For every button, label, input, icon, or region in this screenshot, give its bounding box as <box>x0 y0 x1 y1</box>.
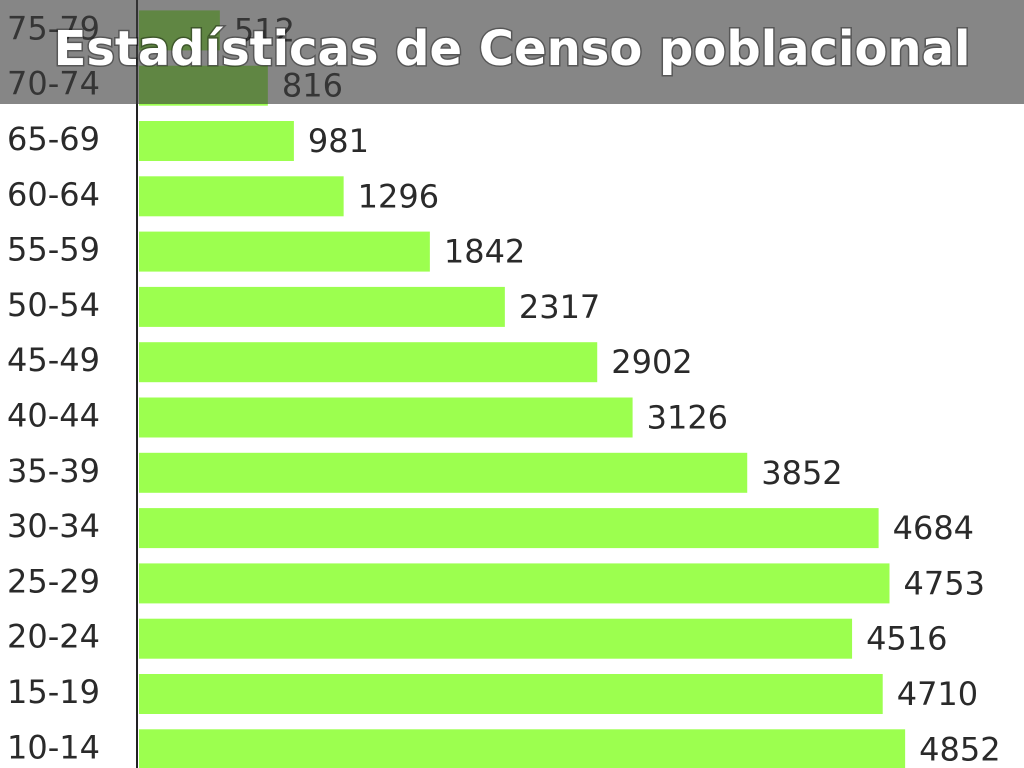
value-label: 2902 <box>611 343 692 381</box>
y-tick-label: 50-54 <box>7 286 100 324</box>
value-label: 1296 <box>358 177 439 215</box>
value-label: 4710 <box>897 675 978 713</box>
bar <box>139 674 883 714</box>
value-label: 1842 <box>444 233 525 271</box>
slide-title: Estadísticas de Censo poblacional <box>54 21 971 77</box>
bar <box>139 231 430 272</box>
y-tick-label: 60-64 <box>7 175 100 213</box>
bar <box>139 618 853 659</box>
title-banner <box>0 0 1024 104</box>
value-label: 4516 <box>866 620 947 658</box>
bar <box>139 563 890 604</box>
value-label: 3126 <box>647 399 728 437</box>
value-label: 3852 <box>761 454 842 492</box>
bar <box>139 452 748 493</box>
y-tick-label: 45-49 <box>7 341 100 379</box>
value-label: 4684 <box>893 509 974 547</box>
bar <box>139 397 633 438</box>
bar <box>139 729 906 768</box>
y-tick-label: 65-69 <box>7 120 100 158</box>
value-label: 2317 <box>519 288 600 326</box>
y-tick-label: 15-19 <box>7 673 100 711</box>
bar <box>139 342 598 383</box>
value-label: 4852 <box>919 730 1000 768</box>
y-tick-label: 55-59 <box>7 231 100 269</box>
bar <box>139 176 344 217</box>
y-tick-label: 30-34 <box>7 507 100 545</box>
y-tick-label: 10-14 <box>7 728 100 766</box>
bar <box>139 508 879 549</box>
bar <box>139 121 294 161</box>
y-tick-label: 40-44 <box>7 397 100 435</box>
value-label: 4753 <box>903 564 984 602</box>
y-tick-label: 20-24 <box>7 618 100 656</box>
bar <box>139 286 505 327</box>
y-tick-label: 25-29 <box>7 562 100 600</box>
value-label: 981 <box>308 122 369 160</box>
y-tick-label: 35-39 <box>7 452 100 490</box>
